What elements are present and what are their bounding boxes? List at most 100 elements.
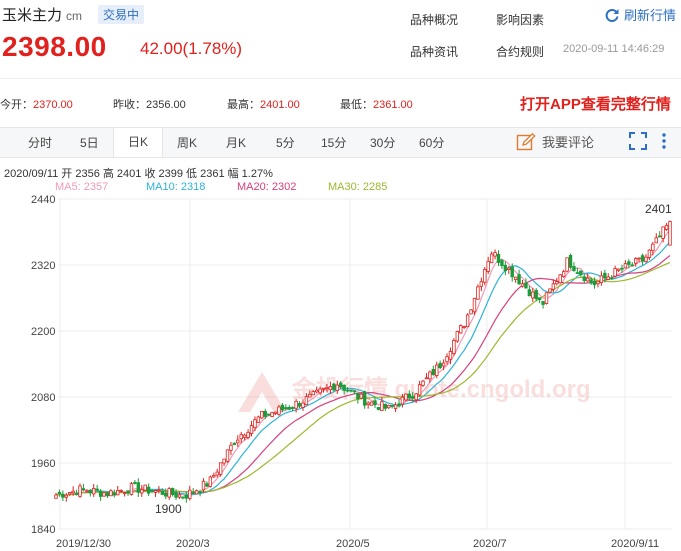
candle-body	[510, 266, 514, 278]
candle-body	[414, 393, 418, 401]
tab-60min[interactable]: 60分	[419, 136, 445, 150]
candle-body	[585, 277, 590, 282]
candle-body	[572, 266, 576, 272]
candle-body	[469, 309, 473, 315]
candle-body	[647, 249, 652, 258]
ma5-line	[55, 229, 671, 498]
candle-body	[71, 490, 75, 494]
stat-open-value: 2370.00	[33, 99, 73, 111]
candle-body	[249, 425, 254, 434]
tab-monthly-k[interactable]: 月K	[226, 136, 247, 150]
candle-body	[160, 490, 165, 495]
candle-body	[188, 489, 192, 499]
link-product-overview[interactable]: 品种概况	[410, 13, 459, 27]
y-tick-label: 2320	[31, 260, 55, 272]
candle-body	[232, 442, 237, 446]
candle-body	[507, 267, 511, 270]
candle-body	[119, 489, 123, 492]
candle-body	[61, 493, 65, 498]
candle-body	[411, 396, 415, 399]
candle-body	[311, 391, 315, 396]
candle-body	[496, 253, 501, 263]
refresh-button[interactable]: 刷新行情	[604, 5, 676, 24]
tab-weekly-k[interactable]: 周K	[177, 136, 198, 150]
stat-open: 今开：2370.00	[0, 96, 73, 112]
candle-body	[116, 489, 120, 496]
period-tab-bar: 分时 5日 日K 周K 月K 5分 15分 30分 60分	[0, 127, 681, 158]
candle-body	[513, 276, 518, 280]
candle-body	[640, 255, 645, 262]
candle-body	[568, 254, 573, 268]
candle-body	[208, 476, 213, 487]
link-contract-rules[interactable]: 合约规则	[496, 45, 545, 59]
candle-body	[589, 279, 593, 284]
stat-low-label: 最低：	[340, 99, 373, 111]
candle-body	[445, 356, 449, 363]
open-app-link[interactable]: 打开APP查看完整行情	[520, 96, 671, 113]
candle-body	[157, 489, 161, 492]
candle-body	[609, 277, 614, 280]
candle-body	[335, 384, 339, 391]
candle-body	[486, 260, 490, 272]
last-price: 2398.00	[2, 31, 107, 62]
candle-body	[493, 252, 497, 257]
candle-body	[218, 462, 223, 475]
candle-body	[575, 272, 580, 275]
candle-body	[98, 490, 103, 497]
candle-body	[489, 253, 494, 264]
x-tick-label: 2020/9/11	[611, 538, 659, 550]
candle-body	[184, 494, 189, 499]
candle-body	[404, 393, 408, 401]
candle-body	[366, 402, 370, 405]
candle-body	[637, 257, 641, 260]
candle-body	[400, 396, 405, 405]
candle-body	[229, 444, 233, 451]
candle-body	[503, 264, 508, 272]
stat-prev-close: 昨收：2356.00	[113, 96, 186, 112]
tab-5min[interactable]: 5分	[276, 136, 295, 150]
candle-body	[287, 407, 291, 410]
candle-body	[483, 269, 487, 283]
candle-body	[246, 431, 250, 438]
candle-body	[479, 281, 484, 287]
candle-body	[623, 263, 628, 269]
candle-body	[126, 490, 130, 494]
candle-body	[136, 482, 141, 493]
candle-body	[325, 387, 329, 390]
candle-body	[167, 488, 171, 498]
candle-body	[191, 492, 195, 494]
tab-intraday[interactable]: 分时	[28, 136, 53, 150]
candle-body	[476, 286, 480, 300]
candle-body	[421, 380, 425, 386]
stat-high-value: 2401.00	[260, 99, 300, 111]
fullscreen-icon[interactable]	[629, 132, 647, 150]
candle-body	[201, 480, 206, 491]
tab-5day[interactable]: 5日	[80, 136, 99, 150]
tab-30min[interactable]: 30分	[370, 136, 396, 150]
candle-body	[658, 235, 662, 238]
candle-body	[133, 482, 137, 484]
candle-body	[664, 224, 669, 230]
more-menu-icon[interactable]	[660, 132, 668, 150]
candle-body	[297, 403, 302, 407]
link-influencing-factors[interactable]: 影响因素	[496, 13, 545, 27]
candle-body	[465, 314, 470, 328]
candle-body	[363, 391, 367, 406]
candle-body	[304, 396, 309, 406]
link-product-news[interactable]: 品种资讯	[410, 45, 459, 59]
candle-body	[616, 268, 621, 271]
candle-body	[661, 226, 665, 239]
candle-body	[633, 258, 638, 264]
candle-body	[284, 407, 288, 410]
candle-body	[342, 384, 346, 391]
comment-button[interactable]: 我要评论	[516, 132, 594, 151]
candle-body	[356, 392, 360, 400]
tab-15min[interactable]: 15分	[321, 136, 347, 150]
candle-body	[212, 475, 216, 478]
refresh-icon	[605, 8, 619, 22]
candle-body	[345, 389, 350, 392]
tab-daily-k[interactable]: 日K	[113, 128, 164, 157]
candle-body	[314, 389, 319, 393]
